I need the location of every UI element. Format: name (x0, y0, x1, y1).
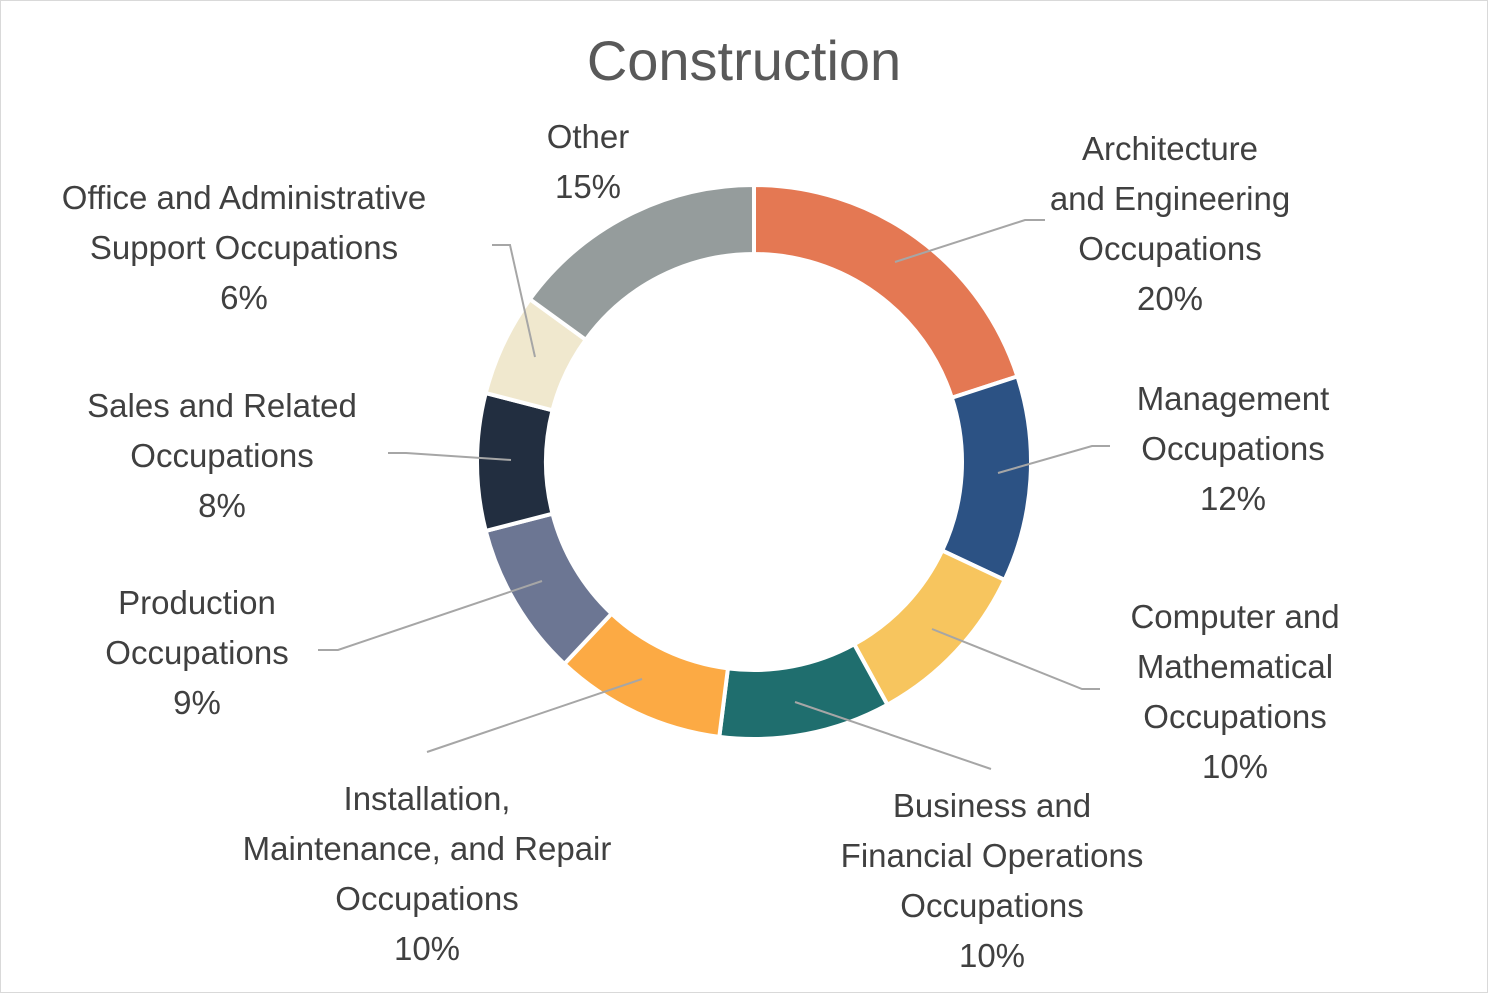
slice-label: Architecture and Engineering Occupations 20… (1050, 130, 1290, 317)
slice-label-line: Maintenance, and Repair (243, 830, 612, 867)
slice-label-line: Business and (893, 787, 1091, 824)
slice-label-line: Office and Administrative (62, 179, 426, 216)
slice-label: Computer and Mathematical Occupations 10% (1130, 598, 1339, 785)
slice-label-line: Occupations (900, 887, 1083, 924)
slice-label-line: Occupations (335, 880, 518, 917)
donut-slice[interactable] (527, 182, 756, 343)
slice-label-line: Occupations (105, 634, 288, 671)
slice-label: Sales and Related Occupations 8% (87, 387, 357, 524)
slice-label-line: Support Occupations (90, 229, 398, 266)
donut-slice[interactable] (475, 390, 555, 534)
slice-percent: 15% (555, 168, 621, 205)
leader-line (492, 244, 536, 358)
slice-percent: 10% (1202, 748, 1268, 785)
leader-line (426, 678, 643, 753)
slice-label-line: Architecture (1082, 130, 1258, 167)
leader-line (997, 445, 1110, 474)
slice-label: Management Occupations 12% (1137, 380, 1330, 517)
slice-label-line: Other (547, 118, 630, 155)
slice-percent: 10% (394, 930, 460, 967)
slice-percent: 12% (1200, 480, 1266, 517)
slice-label-line: Mathematical (1137, 648, 1333, 685)
slice-label-line: Installation, (344, 780, 511, 817)
slice-label-line: Occupations (1143, 698, 1326, 735)
slice-label-line: and Engineering (1050, 180, 1290, 217)
slice-label-line: Sales and Related (87, 387, 357, 424)
slice-label-line: Production (118, 584, 276, 621)
slice-percent: 8% (198, 487, 246, 524)
donut-slice[interactable] (752, 182, 1020, 401)
leader-line (388, 452, 512, 461)
slice-label: Production Occupations 9% (105, 584, 288, 721)
leader-line (318, 580, 543, 651)
leader-line (794, 701, 992, 770)
slice-percent: 9% (173, 684, 221, 721)
slice-label: Office and Administrative Support Occupat… (62, 179, 426, 316)
slice-label-line: Occupations (130, 437, 313, 474)
slice-label-line: Occupations (1141, 430, 1324, 467)
leader-line (894, 219, 1045, 263)
slice-label-line: Occupations (1078, 230, 1261, 267)
chart-title: Construction (586, 29, 902, 92)
slice-label-line: Management (1137, 380, 1330, 417)
slice-percent: 6% (220, 279, 268, 316)
slice-percent: 10% (959, 937, 1025, 974)
slice-label: Installation, Maintenance, and Repair Occu… (243, 780, 612, 967)
donut-slice[interactable] (939, 373, 1033, 583)
slice-label: Other 15% (547, 118, 630, 205)
slice-label: Business and Financial Operations Occupati… (841, 787, 1144, 974)
leader-line (931, 628, 1100, 690)
slice-label-line: Financial Operations (841, 837, 1144, 874)
slice-label-line: Computer and (1130, 598, 1339, 635)
slice-percent: 20% (1137, 280, 1203, 317)
